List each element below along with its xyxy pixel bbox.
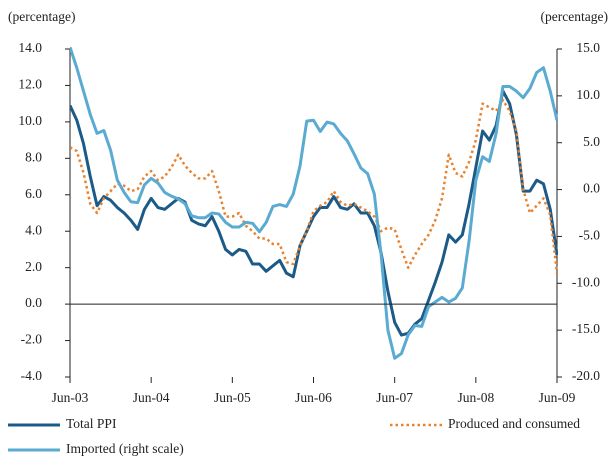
y-tick-label: 6.0 bbox=[25, 186, 42, 201]
x-tick-label: Jun-09 bbox=[539, 390, 576, 405]
series-line bbox=[70, 47, 558, 360]
legend-label: Produced and consumed bbox=[448, 416, 580, 431]
y2-tick-label: 0.0 bbox=[583, 181, 600, 196]
y2-tick-label: 5.0 bbox=[583, 134, 600, 149]
x-tick-label: Jun-06 bbox=[295, 390, 332, 405]
y2-axis-label: (percentage) bbox=[541, 9, 608, 24]
series-line bbox=[70, 89, 558, 337]
y-tick-label: 14.0 bbox=[18, 40, 42, 55]
x-tick-label: Jun-08 bbox=[457, 390, 494, 405]
legend-label: Total PPI bbox=[66, 416, 117, 431]
x-tick-label: Jun-03 bbox=[52, 390, 89, 405]
y-tick-label: -2.0 bbox=[21, 332, 43, 347]
y2-tick-label: -10.0 bbox=[572, 274, 600, 289]
legend-label: Imported (right scale) bbox=[66, 441, 184, 456]
x-tick-label: Jun-07 bbox=[376, 390, 413, 405]
y2-tick-label: 15.0 bbox=[576, 40, 600, 55]
y-tick-label: 12.0 bbox=[18, 77, 42, 92]
y-tick-label: 8.0 bbox=[25, 149, 42, 164]
x-tick-label: Jun-05 bbox=[214, 390, 251, 405]
y-tick-label: 0.0 bbox=[25, 295, 42, 310]
y-axis-label: (percentage) bbox=[8, 9, 75, 24]
series-line bbox=[70, 98, 558, 274]
x-tick-label: Jun-04 bbox=[133, 390, 170, 405]
y-tick-label: 10.0 bbox=[18, 113, 42, 128]
y-tick-label: -4.0 bbox=[21, 368, 43, 383]
y2-tick-label: -20.0 bbox=[572, 368, 600, 383]
y2-tick-label: -5.0 bbox=[579, 228, 601, 243]
y2-tick-label: 10.0 bbox=[576, 87, 600, 102]
y-tick-label: 4.0 bbox=[25, 222, 42, 237]
y-tick-label: 2.0 bbox=[25, 259, 42, 274]
y2-tick-label: -15.0 bbox=[572, 321, 600, 336]
plot-area bbox=[70, 47, 558, 360]
